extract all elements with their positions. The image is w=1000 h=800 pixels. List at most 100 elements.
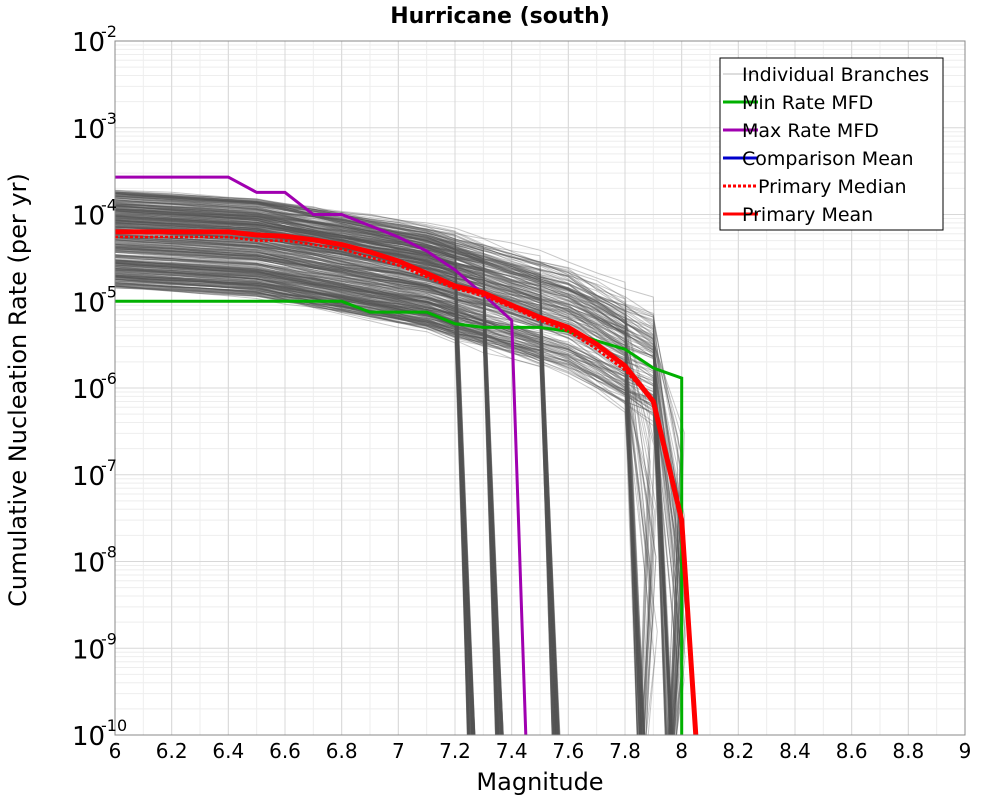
branch-line <box>115 199 498 735</box>
x-tick-label: 7 <box>392 739 405 763</box>
branch-line <box>115 216 674 735</box>
branch-line <box>115 205 474 735</box>
branch-line <box>115 200 504 735</box>
branch-line <box>115 241 471 735</box>
branch-line <box>115 202 681 735</box>
branch-line <box>115 201 557 735</box>
branch-line <box>115 262 475 735</box>
y-tick-label: 10-4 <box>72 196 117 232</box>
x-tick-label: 6.2 <box>156 739 188 763</box>
legend-label: Individual Branches <box>742 64 929 86</box>
branch-line <box>115 245 502 735</box>
branch-line <box>115 217 471 735</box>
x-tick-label: 6 <box>109 739 122 763</box>
branch-line <box>115 255 499 735</box>
branch-line <box>115 248 469 735</box>
branch-line <box>115 272 658 735</box>
branch-line <box>115 287 674 735</box>
branch-line <box>115 230 497 735</box>
branch-line <box>115 193 498 735</box>
branch-line <box>115 264 475 735</box>
branch-line <box>115 192 642 735</box>
y-tick-base: 10 <box>72 288 105 318</box>
branch-line <box>115 217 651 735</box>
branch-line <box>115 251 472 735</box>
branch-line <box>115 204 683 735</box>
branch-line <box>115 234 644 735</box>
branch-line <box>115 276 666 735</box>
branch-line <box>115 189 641 735</box>
branch-line <box>115 262 554 735</box>
branch-line <box>115 207 638 735</box>
branch-line <box>115 249 469 735</box>
branch-line <box>115 213 643 735</box>
branch-line <box>115 278 503 735</box>
branch-line <box>115 281 502 735</box>
branch-line <box>115 213 471 735</box>
branch-line <box>115 192 473 735</box>
branch-line <box>115 204 683 735</box>
branch-line <box>115 203 502 735</box>
branch-line <box>115 209 475 735</box>
y-tick-exponent: -5 <box>101 282 117 301</box>
branch-line <box>115 195 504 735</box>
branch-line <box>115 236 641 735</box>
branch-line <box>115 222 497 735</box>
branch-line <box>115 219 683 735</box>
branch-line <box>115 271 672 735</box>
branch-line <box>115 219 684 735</box>
branch-line <box>115 243 501 735</box>
branch-line <box>115 270 499 735</box>
branch-line <box>115 249 557 735</box>
x-tick-label: 7.4 <box>496 739 528 763</box>
branch-line <box>115 286 644 735</box>
y-tick-base: 10 <box>72 635 105 665</box>
x-tick-label: 9 <box>959 739 972 763</box>
branch-line <box>115 217 638 735</box>
branch-line <box>115 193 673 735</box>
branch-line <box>115 197 498 735</box>
branch-line <box>115 248 683 735</box>
branch-line <box>115 256 504 735</box>
branch-line <box>115 217 684 735</box>
y-tick-exponent: -10 <box>101 716 127 735</box>
branch-line <box>115 276 502 735</box>
y-tick-label: 10-3 <box>72 109 117 145</box>
branch-line <box>115 275 558 735</box>
branch-line <box>115 251 554 735</box>
branch-line <box>115 259 560 735</box>
legend-entry: Max Rate MFD <box>723 120 879 142</box>
branch-line <box>115 267 502 735</box>
branch-line <box>115 195 471 735</box>
branch-line <box>115 215 473 735</box>
branch-line <box>115 250 666 735</box>
branch-line <box>115 210 468 735</box>
branch-line <box>115 204 559 735</box>
branch-line <box>115 239 471 735</box>
branch-line <box>115 210 504 735</box>
branch-line <box>115 283 503 735</box>
branch-line <box>115 195 667 735</box>
branch-line <box>115 268 673 735</box>
branch-line <box>115 253 469 735</box>
branch-line <box>115 228 499 735</box>
branch-line <box>115 261 475 735</box>
branch-line <box>115 268 679 735</box>
y-tick-base: 10 <box>72 115 105 145</box>
branch-line <box>115 283 651 735</box>
branch-line <box>115 265 555 735</box>
branch-line <box>115 276 680 735</box>
branch-line <box>115 267 500 735</box>
branch-line <box>115 275 499 735</box>
branch-line <box>115 276 469 735</box>
branch-line <box>115 214 556 735</box>
branch-line <box>115 244 557 735</box>
branch-line <box>115 269 504 735</box>
branch-line <box>115 262 553 735</box>
branch-line <box>115 240 476 735</box>
branch-line <box>115 218 470 735</box>
branch-line <box>115 191 498 735</box>
branch-line <box>115 209 499 735</box>
branch-line <box>115 212 469 735</box>
branch-line <box>115 274 683 735</box>
